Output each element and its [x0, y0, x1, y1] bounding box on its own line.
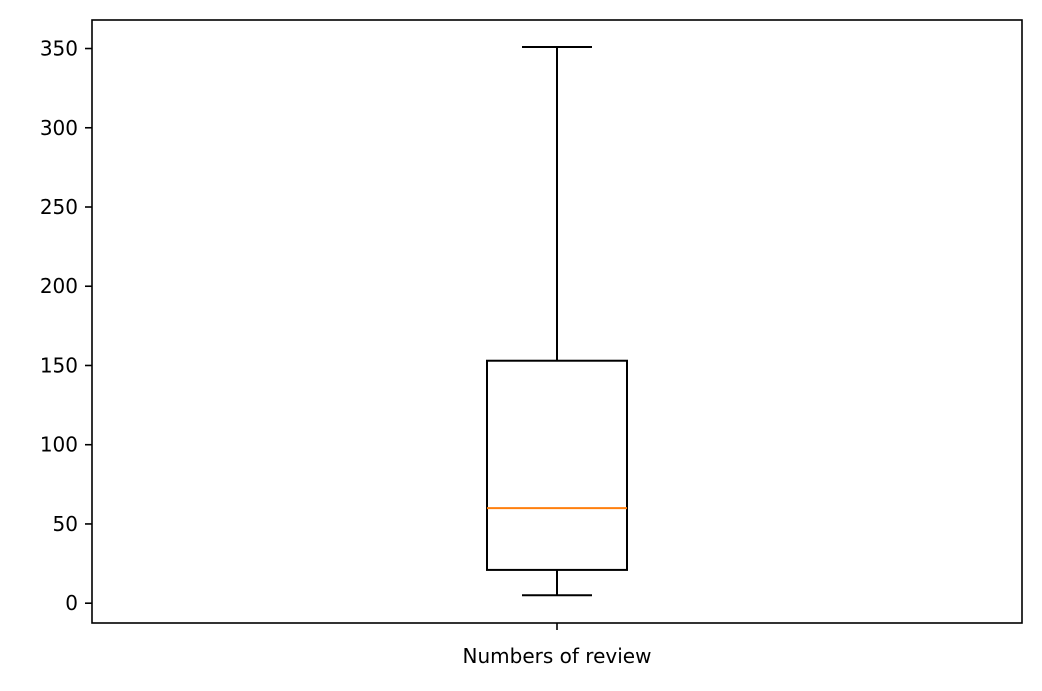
y-tick-label: 250	[40, 195, 78, 219]
y-axis: 0 50 100 150 200 250 300 350	[40, 37, 92, 615]
y-tick-label: 50	[53, 512, 78, 536]
y-tick-label: 100	[40, 433, 78, 457]
x-axis: Numbers of review	[463, 623, 652, 668]
y-tick-label: 0	[65, 591, 78, 615]
box-series	[486, 45, 628, 597]
y-tick-label: 350	[40, 37, 78, 61]
y-tick-label: 200	[40, 274, 78, 298]
y-tick-label: 150	[40, 353, 78, 377]
x-tick-label: Numbers of review	[463, 644, 652, 668]
iqr-box	[486, 359, 628, 571]
y-tick-label: 300	[40, 116, 78, 140]
